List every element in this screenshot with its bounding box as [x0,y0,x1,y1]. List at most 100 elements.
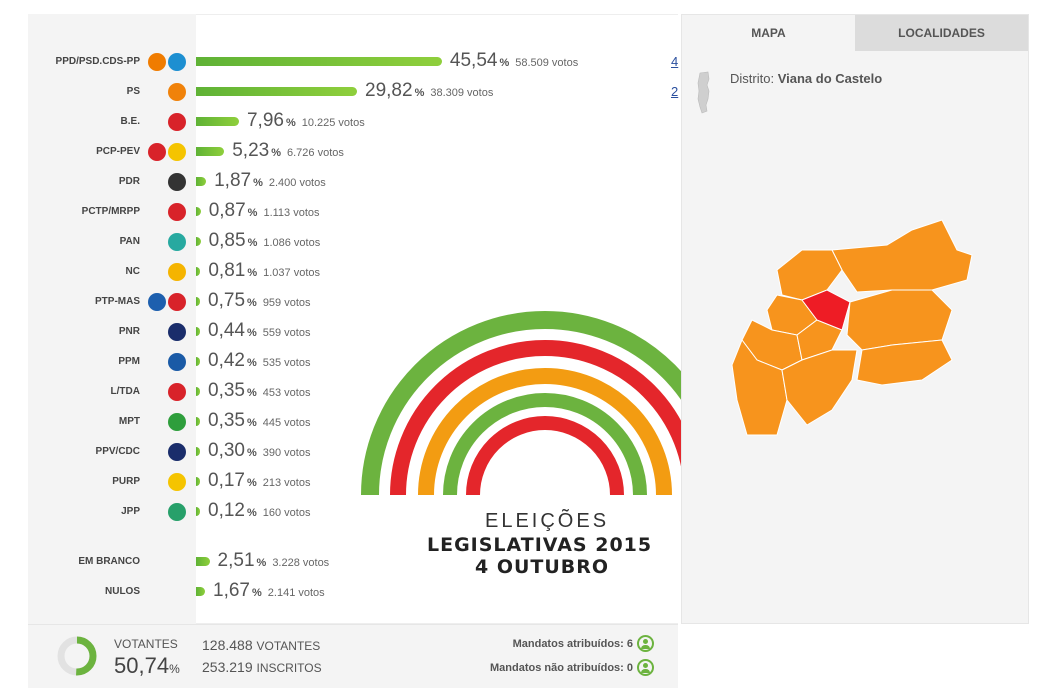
municipality[interactable] [831,219,973,293]
result-values: 0,42% 535 votos [208,350,310,372]
pct-sign: % [252,587,262,599]
party-logo-mark [168,443,186,461]
result-votes: 3.228 votos [272,557,330,569]
party-logo-mark [168,353,186,371]
result-pct: 0,87 [208,200,246,221]
assigned-seats-text: Mandatos atribuídos: 6 [512,637,633,650]
portugal-mini-map-icon[interactable] [694,71,714,115]
party-name: NULOS [105,586,140,597]
result-bar [196,557,210,566]
municipality-selected[interactable] [801,289,851,331]
party-name: PTP-MAS [95,296,140,307]
logo-title-line2: LEGISLATIVAS 2015 [427,534,653,556]
seats-count[interactable]: 2 [671,84,679,99]
party-logo-mark [168,383,186,401]
party-logo-icon [146,141,186,163]
result-pct: 0,81 [208,260,246,281]
result-values: 0,75% 959 votos [208,290,310,312]
result-values: 45,54% 58.509 votos [450,50,578,72]
result-bar [196,387,200,396]
result-pct: 45,54 [449,50,498,71]
pct-sign: % [247,267,258,279]
result-bar [196,357,200,366]
result-values: 7,96% 10.225 votos [247,110,365,132]
result-votes: 453 votos [262,387,311,399]
result-bar [196,587,206,596]
pct-sign: % [246,387,257,399]
voters-stat: 128.488 VOTANTES [202,637,320,653]
logo-title-line3: 4 OUTUBRO [475,556,610,578]
result-pct: 0,75 [208,290,246,311]
pct-sign: % [271,147,281,159]
party-name: PAN [119,236,140,247]
party-logo-icon [146,501,186,523]
result-votes: 1.086 votos [263,237,321,249]
party-logo-icon [146,81,186,103]
municipality[interactable] [781,349,858,426]
rainbow-arcs [361,311,729,496]
party-logo-mark [168,323,186,341]
party-logo-mark [168,263,186,281]
turnout-label: VOTANTES [114,637,178,651]
result-votes: 2.141 votos [267,587,325,599]
result-bar [196,87,358,96]
party-name: PPV/CDC [95,446,140,457]
result-votes: 390 votos [262,447,311,459]
party-label-column [28,14,196,624]
person-icon [637,635,654,652]
result-bar [196,267,201,276]
result-values: 1,67% 2.141 votos [213,580,325,602]
party-logo-icon [146,321,186,343]
result-values: 1,87% 2.400 votos [214,170,326,192]
result-votes: 38.309 votos [430,87,494,99]
result-votes: 1.113 votos [263,207,320,219]
result-bar [196,117,239,126]
municipality[interactable] [856,339,953,386]
party-name: PS [126,86,140,97]
result-pct: 2,51 [217,550,255,571]
result-pct: 0,85 [208,230,246,251]
party-name: PCP-PEV [96,146,140,157]
municipality[interactable] [731,338,788,436]
pct-sign: % [246,357,257,369]
result-pct: 7,96 [246,110,284,131]
result-values: 0,17% 213 votos [208,470,310,492]
voters-count: 128.488 [202,637,253,653]
turnout-footer: VOTANTES 50,74% 128.488 VOTANTES 253.219… [28,624,678,688]
party-logo-icon [146,411,186,433]
pct-sign: % [285,117,296,129]
pct-sign: % [247,297,257,309]
tab-mapa[interactable]: MAPA [682,15,855,51]
municipality[interactable] [776,249,843,301]
result-values: 5,23% 6.726 votos [232,140,344,162]
party-name: NC [125,266,140,277]
result-votes: 2.400 votos [268,177,326,189]
tab-localidades[interactable]: LOCALIDADES [855,15,1028,51]
pct-sign: % [247,237,258,249]
party-logo-icon [146,351,186,373]
result-values: 0,35% 453 votos [208,380,310,402]
party-name: PURP [112,476,140,487]
result-values: 0,12% 160 votos [208,500,310,522]
party-name: EM BRANCO [78,556,140,567]
result-pct: 0,35 [208,410,245,431]
result-bar [196,297,201,306]
party-logo-icon [146,111,186,133]
party-logo-mark [168,293,186,311]
pct-sign: % [414,87,425,99]
seats-count[interactable]: 4 [671,54,679,69]
party-logo-mark [148,143,166,161]
result-bar [196,327,200,336]
party-name: JPP [121,506,140,517]
result-values: 0,85% 1.086 votos [209,230,321,252]
party-logo-icon [146,231,186,253]
result-values: 29,82% 38.309 votos [365,80,493,102]
voters-label: VOTANTES [256,639,321,653]
result-pct: 0,44 [208,320,245,341]
party-logo-mark [168,53,186,71]
assigned-seats: Mandatos atribuídos: 6 [513,635,654,652]
result-pct: 0,12 [208,500,245,521]
pct-sign: % [246,417,257,429]
registered-count: 253.219 [202,659,253,675]
result-pct: 1,87 [214,170,252,191]
